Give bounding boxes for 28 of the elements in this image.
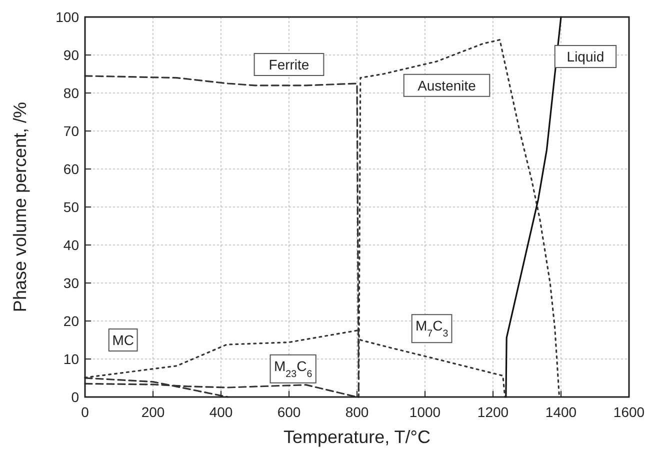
x-tick-label: 1200 [477,404,509,420]
annotation: MC [112,332,134,348]
x-tick-label: 600 [277,404,301,420]
series-label: Liquid [566,48,604,65]
x-tick-label: 400 [209,404,233,420]
x-axis-title: Temperature, T/°C [284,427,430,447]
y-tick-label: 70 [63,122,80,139]
y-tick-label: 20 [63,312,80,329]
series-label: M$_{23}$C$_{6}$ [274,358,313,380]
series-label: Austenite [418,77,476,94]
y-tick-label: 80 [63,84,80,101]
x-tick-label: 0 [81,404,90,420]
annotation: M$_{7}$C$_{3}$ [415,318,449,340]
y-tick-label: 60 [63,160,80,177]
x-tick-label: 200 [141,404,165,420]
y-tick-label: 100 [56,8,80,25]
x-tick-label: 1400 [545,404,577,420]
x-tick-label: 1600 [613,404,645,420]
y-tick-label: 90 [63,46,80,63]
series-label: Ferrite [268,56,310,72]
x-tick-label: 800 [345,404,369,420]
y-tick-label: 10 [63,350,80,367]
y-axis-title: Phase volume percent, /% [10,102,30,312]
y-tick-label: 30 [63,274,80,291]
y-tick-label: 40 [63,236,80,253]
x-tick-label: 1000 [409,404,441,420]
y-tick-label: 50 [63,198,80,215]
y-tick-label: 0 [71,388,80,405]
